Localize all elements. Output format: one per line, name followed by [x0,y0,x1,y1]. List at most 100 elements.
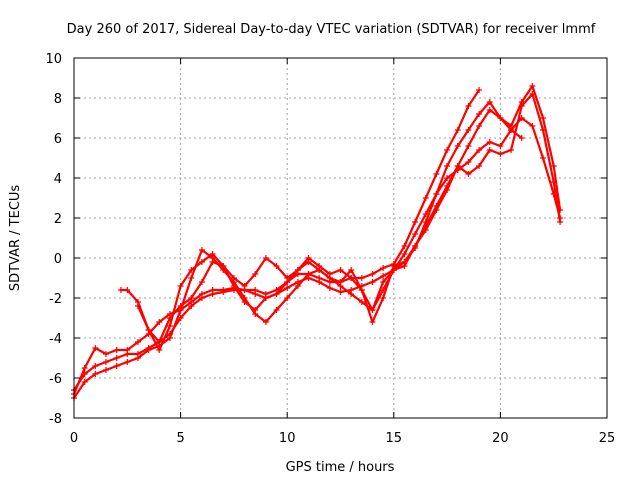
data-point [241,283,248,289]
data-point [476,87,483,93]
y-tick-label: -2 [49,292,62,307]
series-line [72,116,562,400]
data-point [412,231,419,237]
data-point [486,147,493,153]
data-point [497,115,504,121]
data-point [198,259,205,265]
y-tick-label: -6 [49,372,62,387]
data-point [358,299,365,305]
data-point [262,255,269,261]
data-point [294,267,301,273]
data-point [444,175,451,181]
data-point [465,171,472,177]
data-point [145,347,152,353]
data-point [540,115,547,121]
data-point [444,187,451,193]
data-point [454,143,461,149]
data-point [166,323,173,329]
data-point [476,147,483,153]
data-point [92,345,99,351]
data-point [156,319,163,325]
series-line [136,84,562,344]
series-track-2 [71,99,525,393]
y-axis-label: SDTVAR / TECUs [8,185,23,292]
data-point [102,359,109,365]
data-point [220,263,227,269]
y-tick-label: -4 [49,332,62,347]
data-point [518,99,525,105]
data-point [92,371,99,377]
data-point [188,267,195,273]
data-point [465,159,472,165]
data-point [557,219,564,225]
data-point [81,371,88,377]
data-point [486,107,493,113]
data-point [412,243,419,249]
y-tick-label: 8 [54,92,62,107]
data-point [476,111,483,117]
data-point [284,285,291,291]
data-point [230,283,237,289]
data-point [508,123,515,129]
data-point [209,291,216,297]
data-point [156,339,163,345]
data-point [209,251,216,257]
data-point [380,279,387,285]
data-point [422,227,429,233]
data-point [209,259,216,265]
data-point [262,295,269,301]
y-tick-label: -8 [49,412,62,427]
data-point [134,355,141,361]
data-point [252,307,259,313]
data-point [465,103,472,109]
x-tick-label: 5 [176,431,184,446]
data-point [422,211,429,217]
data-point [316,267,323,273]
series-track-1 [71,87,483,397]
data-point [337,279,344,285]
data-point [369,271,376,277]
x-tick-label: 20 [492,431,509,446]
data-point [358,287,365,293]
data-point [465,143,472,149]
data-point [102,367,109,373]
data-point [557,207,564,213]
data-point [92,363,99,369]
data-point [241,299,248,305]
data-point [348,267,355,273]
axis-ticks: 0 5 10 15 20 25 -8 -6 -4 -2 0 2 4 6 8 10 [45,52,615,446]
y-tick-label: 4 [54,172,62,187]
x-tick-label: 10 [279,431,296,446]
data-point [369,307,376,313]
data-point [540,155,547,161]
data-point [422,195,429,201]
data-point [529,83,536,89]
data-point [273,291,280,297]
data-point [102,351,109,357]
data-point [380,273,387,279]
data-point [476,163,483,169]
data-point [124,287,131,293]
data-point [198,279,205,285]
data-point [348,275,355,281]
data-point [401,251,408,257]
data-point [550,163,557,169]
y-tick-label: 6 [54,132,62,147]
data-point [177,303,184,309]
data-point [337,267,344,273]
series-track-5 [134,83,564,345]
x-tick-label: 0 [70,431,78,446]
data-point [358,275,365,281]
data-point [380,265,387,271]
data-point [113,347,120,353]
data-point [465,127,472,133]
data-point [166,335,173,341]
data-point [294,283,301,289]
data-point [433,171,440,177]
y-tick-label: 2 [54,212,62,227]
data-point [518,135,525,141]
data-point [401,259,408,265]
data-series [71,83,564,401]
data-point [326,285,333,291]
